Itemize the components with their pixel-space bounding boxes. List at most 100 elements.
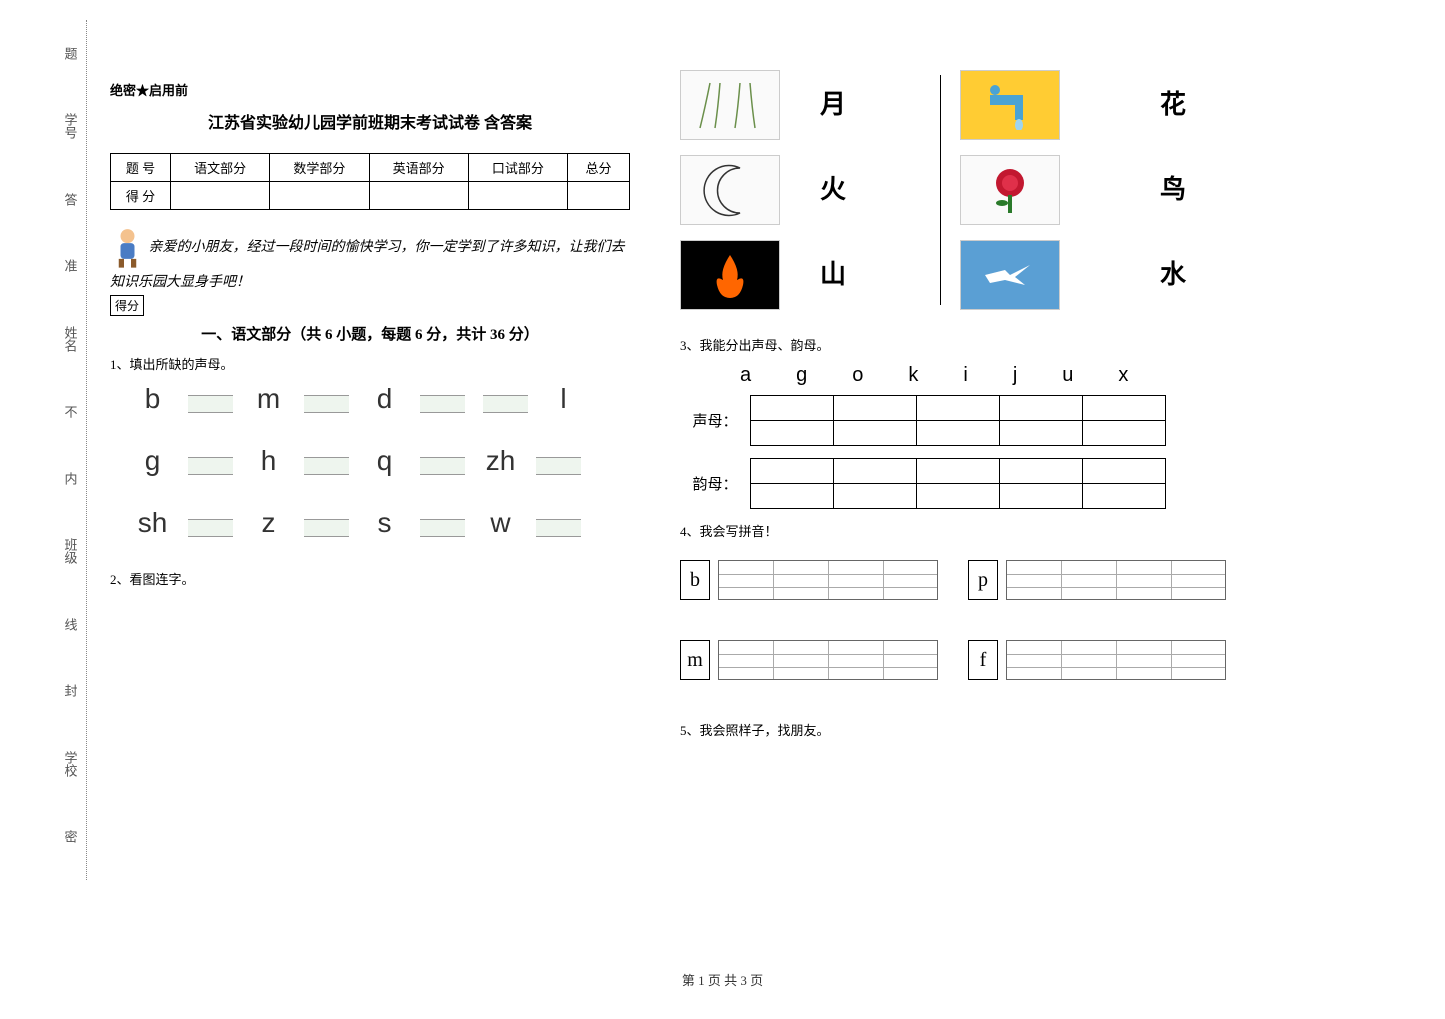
exam-title: 江苏省实验幼儿园学前班期末考试试卷 含答案 <box>110 109 630 133</box>
pinyin-letter: sh <box>135 507 170 539</box>
pinyin-blank <box>420 395 465 413</box>
question-4: 4、我会写拼音！ <box>680 521 1240 540</box>
match-image-faucet <box>960 70 1060 140</box>
score-cell <box>568 182 630 210</box>
write-group: b <box>680 560 938 600</box>
score-row-label: 得 分 <box>111 182 171 210</box>
sort-letter: g <box>796 364 807 387</box>
pinyin-row: sh z s w <box>110 507 630 539</box>
binding-label: 学号 <box>61 113 80 139</box>
intro-block: 亲爱的小朋友，经过一段时间的愉快学习，你一定学到了许多知识，让我们去知识乐园大显… <box>110 225 630 295</box>
match-chars-mid: 月 火 山 <box>820 70 846 310</box>
binding-marker: 题 <box>61 47 80 60</box>
shengmu-table: 声母： <box>680 395 1240 446</box>
left-column: 绝密★启用前 江苏省实验幼儿园学前班期末考试试卷 含答案 题 号 语文部分 数学… <box>110 80 630 598</box>
table-row: 得 分 <box>111 182 630 210</box>
letter-row: a g o k i j u x <box>740 364 1240 387</box>
pinyin-blank <box>420 519 465 537</box>
pinyin-blank <box>188 457 233 475</box>
score-header: 总分 <box>568 154 630 182</box>
sort-letter: u <box>1062 364 1073 387</box>
pinyin-blank <box>304 519 349 537</box>
score-cell <box>468 182 567 210</box>
match-images-left <box>680 70 780 310</box>
child-icon <box>110 225 145 270</box>
match-image-moon <box>680 155 780 225</box>
match-divider <box>940 75 941 305</box>
score-cell <box>171 182 270 210</box>
sort-letter: a <box>740 364 751 387</box>
pinyin-letter: z <box>251 507 286 539</box>
pinyin-blank <box>483 395 528 413</box>
binding-marker: 答 <box>61 193 80 206</box>
pinyin-blank <box>420 457 465 475</box>
pinyin-grid: b m d l g h q zh sh z s w <box>110 383 630 539</box>
sort-letter: k <box>908 364 918 387</box>
score-box: 得分 <box>110 295 144 316</box>
binding-marker: 内 <box>61 472 80 485</box>
write-grid <box>1006 560 1226 600</box>
match-image-fire <box>680 240 780 310</box>
write-group: f <box>968 640 1226 680</box>
confidential-label: 绝密★启用前 <box>110 80 630 99</box>
score-header: 题 号 <box>111 154 171 182</box>
binding-marker: 不 <box>61 405 80 418</box>
score-cell <box>270 182 369 210</box>
question-2: 2、看图连字。 <box>110 569 630 588</box>
pinyin-blank <box>188 519 233 537</box>
binding-marker: 密 <box>61 830 80 843</box>
sort-letter: j <box>1013 364 1017 387</box>
score-header: 数学部分 <box>270 154 369 182</box>
binding-marker: 线 <box>61 618 80 631</box>
score-cell <box>369 182 468 210</box>
write-group: p <box>968 560 1226 600</box>
pinyin-letter: w <box>483 507 518 539</box>
binding-label: 姓名 <box>61 326 80 352</box>
binding-marker: 封 <box>61 684 80 697</box>
score-header: 英语部分 <box>369 154 468 182</box>
match-char: 火 <box>820 155 846 225</box>
write-letter: m <box>680 640 710 680</box>
yunmu-table: 韵母： <box>680 458 1240 509</box>
pinyin-letter: b <box>135 383 170 415</box>
match-char: 月 <box>820 70 846 140</box>
write-grid <box>718 560 938 600</box>
binding-label: 班级 <box>61 538 80 564</box>
match-images-right <box>960 70 1060 310</box>
match-image-seagull <box>960 240 1060 310</box>
table-row: 题 号 语文部分 数学部分 英语部分 口试部分 总分 <box>111 154 630 182</box>
pinyin-blank <box>304 457 349 475</box>
pinyin-letter: d <box>367 383 402 415</box>
pinyin-letter: l <box>546 383 581 415</box>
pinyin-row: g h q zh <box>110 445 630 477</box>
question-5: 5、我会照样子，找朋友。 <box>680 720 1240 739</box>
pinyin-row: b m d l <box>110 383 630 415</box>
pinyin-letter: g <box>135 445 170 477</box>
match-right-block: 花 鸟 水 <box>960 70 1186 310</box>
sort-label-shengmu: 声母： <box>680 395 750 446</box>
sort-label-yunmu: 韵母： <box>680 458 750 509</box>
match-char: 山 <box>820 240 846 310</box>
match-image-willow <box>680 70 780 140</box>
write-grid <box>1006 640 1226 680</box>
score-header: 语文部分 <box>171 154 270 182</box>
intro-text: 亲爱的小朋友，经过一段时间的愉快学习，你一定学到了许多知识，让我们去知识乐园大显… <box>110 240 625 290</box>
question-1: 1、填出所缺的声母。 <box>110 354 630 373</box>
write-row-1: b p <box>680 560 1240 600</box>
pinyin-blank <box>536 519 581 537</box>
match-char: 水 <box>1160 240 1186 310</box>
write-letter: b <box>680 560 710 600</box>
match-char: 花 <box>1160 70 1186 140</box>
binding-marker: 准 <box>61 259 80 272</box>
score-header: 口试部分 <box>468 154 567 182</box>
match-chars-far: 花 鸟 水 <box>1160 70 1186 310</box>
pinyin-blank <box>536 457 581 475</box>
match-image-rose <box>960 155 1060 225</box>
pinyin-letter: s <box>367 507 402 539</box>
pinyin-letter: zh <box>483 445 518 477</box>
pinyin-letter: q <box>367 445 402 477</box>
write-grid <box>718 640 938 680</box>
pinyin-letter: h <box>251 445 286 477</box>
write-letter: p <box>968 560 998 600</box>
pinyin-letter: m <box>251 383 286 415</box>
